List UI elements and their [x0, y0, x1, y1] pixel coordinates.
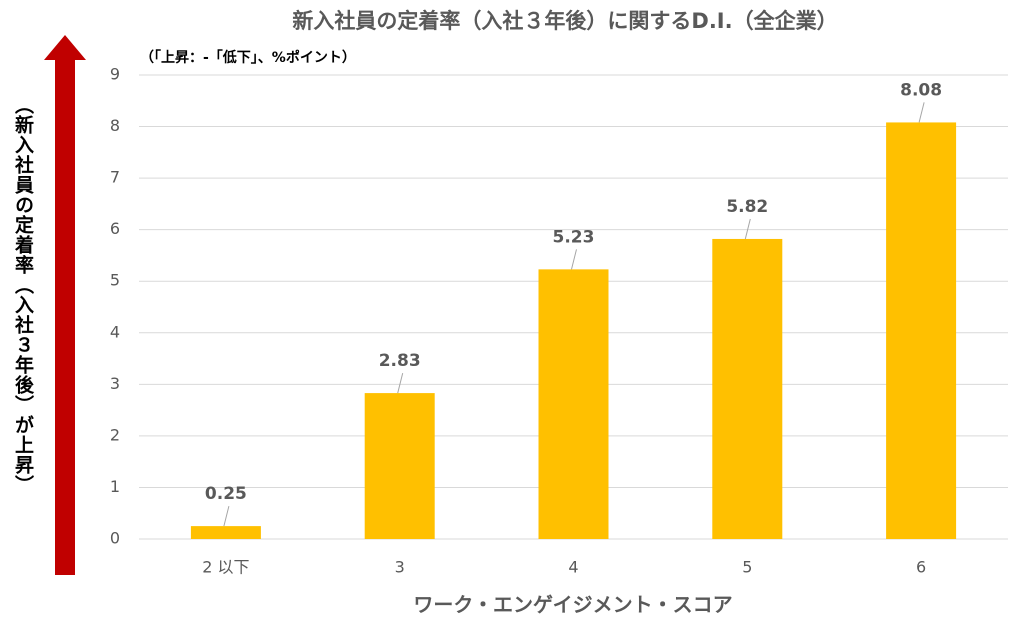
leader-line [744, 218, 751, 240]
y-tick-label: 4 [110, 322, 120, 341]
x-tick-label: 6 [916, 558, 926, 577]
up-arrow [44, 35, 86, 575]
y-tick-label: 7 [110, 168, 120, 187]
bar [886, 122, 957, 539]
bar [712, 238, 783, 540]
x-tick-label: 4 [568, 558, 578, 577]
data-label: 5.82 [726, 197, 768, 217]
data-label: 8.08 [900, 80, 942, 100]
y-tick-label: 8 [110, 116, 120, 135]
y-tick-label: 2 [110, 425, 120, 444]
x-tick-label: 2 以下 [202, 558, 249, 577]
y-tick-label: 1 [110, 477, 120, 496]
bar [190, 526, 261, 539]
bar [364, 393, 435, 539]
x-tick-label: 3 [395, 558, 405, 577]
bar [538, 269, 609, 539]
y-tick-label: 6 [110, 219, 120, 238]
leader-line [397, 372, 404, 394]
leader-line [223, 505, 230, 527]
y-tick-label: 5 [110, 271, 120, 290]
chart-title: 新入社員の定着率（入社３年後）に関するD.I.（全企業） [292, 9, 837, 33]
leader-line [571, 249, 577, 270]
x-tick-label: 5 [742, 558, 752, 577]
y-tick-label: 0 [110, 529, 120, 548]
y-tick-label: 9 [110, 65, 120, 84]
data-label: 2.83 [379, 351, 421, 371]
chart-subtitle: （「上昇：-「低下」、%ポイント） [140, 49, 356, 66]
x-axis-title: ワーク・エンゲイジメント・スコア [413, 593, 732, 617]
data-label: 5.23 [553, 227, 595, 247]
data-label: 0.25 [205, 484, 247, 504]
y-axis-title: （新入社員の定着率（入社３年後）が上昇） [12, 95, 34, 495]
y-tick-label: 3 [110, 374, 120, 393]
leader-line [918, 102, 925, 123]
